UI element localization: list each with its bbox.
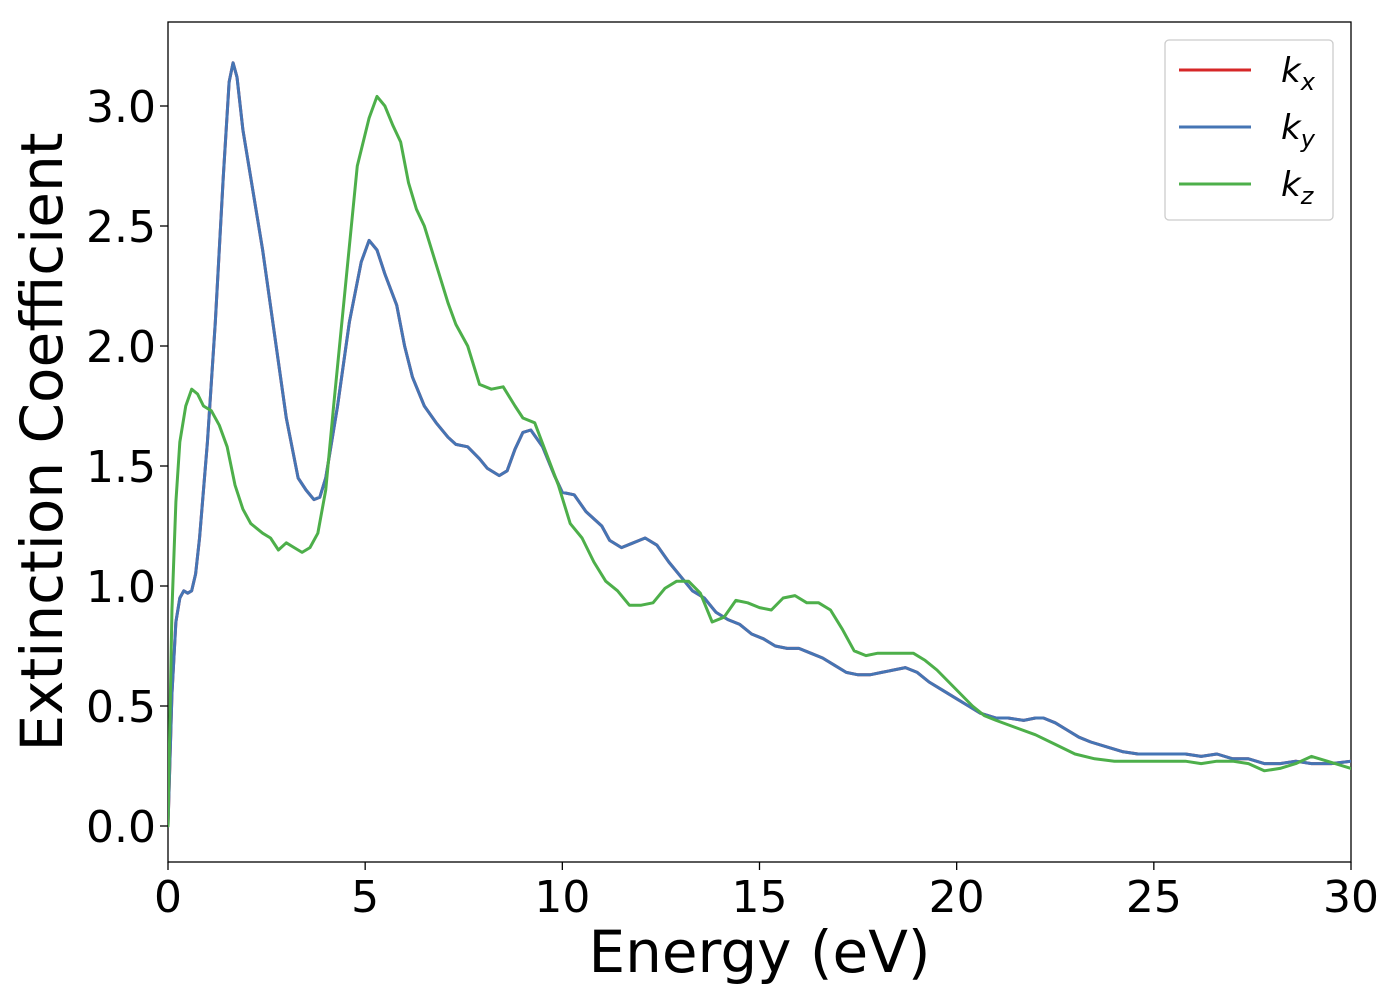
series-line-k-z xyxy=(168,94,1351,828)
x-tick-label: 20 xyxy=(929,872,985,923)
legend-label-subscript: z xyxy=(1300,182,1315,210)
legend-label-k-y: ky xyxy=(1281,108,1316,153)
x-tick-label: 15 xyxy=(732,872,788,923)
y-axis-title: Extinction Coefficient xyxy=(8,133,76,752)
series-layer xyxy=(168,61,1351,828)
plot-frame xyxy=(167,21,1352,863)
legend-label-k-z: kz xyxy=(1281,165,1315,210)
y-tick-label: 2.0 xyxy=(86,322,156,373)
legend-label-subscript: x xyxy=(1300,68,1316,96)
y-tick-label: 1.5 xyxy=(86,442,156,493)
x-axis-title: Energy (eV) xyxy=(588,918,930,986)
legend-label-main: k xyxy=(1281,51,1302,91)
legend-label-main: k xyxy=(1281,108,1302,148)
x-tick-label: 25 xyxy=(1126,872,1182,923)
y-axis-ticks: 0.0 0.5 1.0 1.5 2.0 2.5 3.0 xyxy=(86,82,168,853)
y-tick-label: 0.0 xyxy=(86,802,156,853)
x-tick-label: 10 xyxy=(534,872,590,923)
plot-area xyxy=(167,21,1352,863)
y-tick-label: 3.0 xyxy=(86,82,156,133)
x-axis-ticks: 0 5 10 15 20 25 30 xyxy=(154,862,1379,923)
y-tick-label: 0.5 xyxy=(86,682,156,733)
x-tick-label: 30 xyxy=(1323,872,1379,923)
series-line-k-y xyxy=(168,61,1351,828)
legend-label-subscript: y xyxy=(1300,125,1316,153)
y-tick-label: 2.5 xyxy=(86,202,156,253)
legend-label-main: k xyxy=(1281,165,1302,205)
x-tick-label: 0 xyxy=(154,872,182,923)
legend-box xyxy=(1164,39,1334,221)
x-tick-label: 5 xyxy=(351,872,379,923)
legend-label-k-x: kx xyxy=(1281,51,1316,96)
y-tick-label: 1.0 xyxy=(86,562,156,613)
